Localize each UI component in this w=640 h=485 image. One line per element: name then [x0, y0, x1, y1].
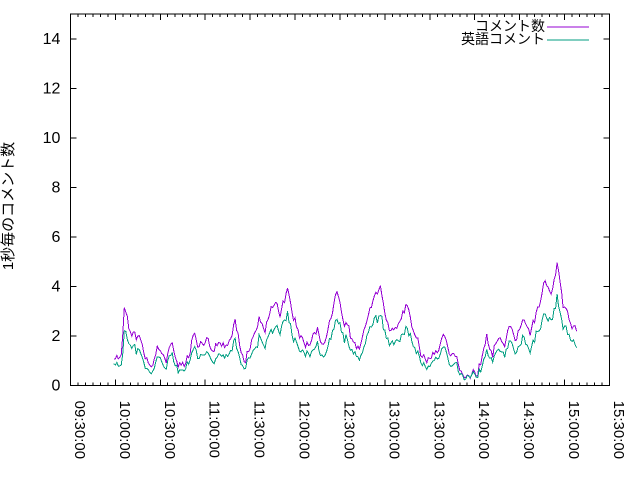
svg-text:12:00:00: 12:00:00 [296, 401, 313, 459]
svg-text:15:00:00: 15:00:00 [565, 401, 582, 459]
svg-text:09:30:00: 09:30:00 [71, 401, 88, 459]
svg-text:15:30:00: 15:30:00 [610, 401, 627, 459]
svg-text:13:00:00: 13:00:00 [385, 401, 402, 459]
svg-text:英語コメント: 英語コメント [461, 31, 545, 47]
svg-text:4: 4 [51, 279, 60, 296]
svg-text:8: 8 [51, 180, 60, 197]
svg-text:12: 12 [43, 80, 61, 97]
svg-text:10:00:00: 10:00:00 [116, 401, 133, 459]
svg-text:6: 6 [51, 229, 60, 246]
svg-text:11:30:00: 11:30:00 [251, 401, 268, 458]
svg-text:14:00:00: 14:00:00 [475, 401, 492, 459]
svg-text:14:30:00: 14:30:00 [520, 401, 537, 459]
svg-text:14: 14 [43, 31, 61, 48]
svg-text:11:00:00: 11:00:00 [206, 401, 223, 458]
svg-text:10:30:00: 10:30:00 [161, 401, 178, 459]
svg-text:13:30:00: 13:30:00 [430, 401, 447, 459]
svg-text:1秒毎のコメント数: 1秒毎のコメント数 [0, 142, 17, 270]
svg-text:12:30:00: 12:30:00 [340, 401, 357, 459]
svg-text:2: 2 [51, 328, 60, 345]
svg-text:0: 0 [51, 378, 60, 395]
svg-text:10: 10 [43, 130, 61, 147]
